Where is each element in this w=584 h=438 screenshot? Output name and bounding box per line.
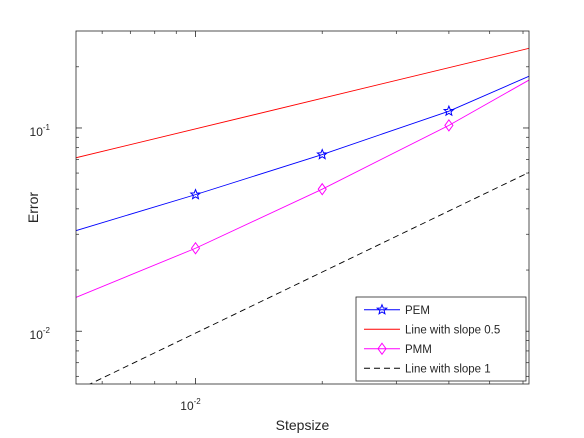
x-axis-label: Stepsize	[276, 417, 330, 433]
legend: PEM Line with slope 0.5 PMM Line with slope…	[355, 296, 527, 382]
y-tick-exponent: -2	[43, 326, 51, 335]
series-line-with-slope-1	[88, 171, 529, 384]
legend-label-line-with-slope-0-5: Line with slope 0.5	[405, 324, 500, 336]
legend-entry-pem: PEM	[364, 303, 430, 317]
data-point-pmm	[317, 182, 327, 196]
series-line-pem	[76, 75, 529, 232]
data-point-pmm	[444, 119, 454, 132]
data-point-pem	[316, 148, 329, 160]
series-pmm	[76, 79, 529, 298]
series-line-pmm	[76, 79, 529, 298]
series-line-with-slope-0-5	[76, 47, 529, 159]
series-layer	[76, 47, 529, 384]
series-line-line-with-slope-0-5	[76, 47, 529, 159]
y-tick-exponent: -1	[43, 123, 51, 132]
legend-entry-pmm: PMM	[364, 342, 432, 356]
series-pem	[76, 75, 529, 232]
legend-label-line-with-slope-1: Line with slope 1	[405, 363, 491, 375]
legend-entry-line-with-slope-0-5: Line with slope 0.5	[364, 324, 500, 336]
data-point-pem	[442, 104, 455, 117]
plot-frame	[75, 30, 530, 385]
series-line-line-with-slope-1	[88, 171, 529, 384]
legend-marker-pmm	[377, 342, 387, 356]
legend-label-pmm: PMM	[405, 344, 432, 356]
x-tick-exponent: -2	[194, 397, 202, 406]
y-axis-label: Error	[25, 192, 41, 223]
data-point-pmm	[190, 241, 201, 255]
legend-marker-pem	[375, 303, 389, 315]
legend-label-pem: PEM	[405, 305, 430, 317]
legend-entry-line-with-slope-1: Line with slope 1	[364, 363, 491, 375]
data-point-pem	[189, 188, 202, 200]
